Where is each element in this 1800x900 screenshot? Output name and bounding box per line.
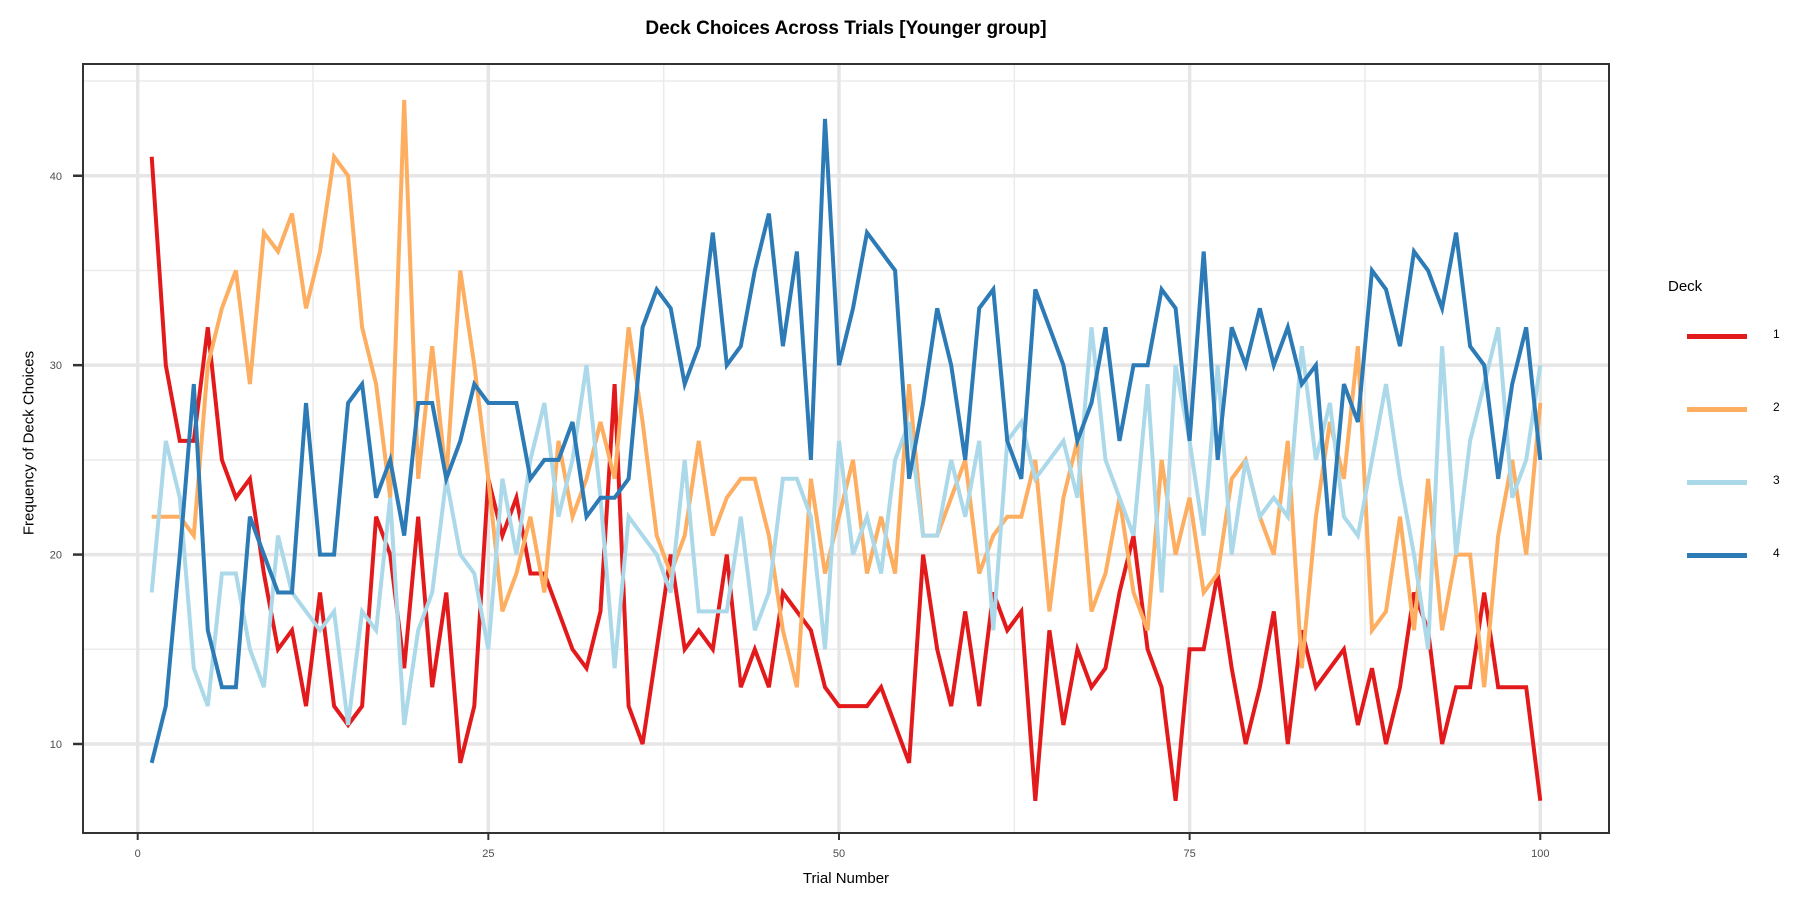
- x-tick-label: 100: [1531, 848, 1549, 860]
- legend: Deck 1 2 3 4: [1668, 278, 1788, 626]
- y-tick-label: 30: [50, 360, 62, 372]
- series-line-deck-1: [149, 156, 1543, 802]
- legend-item-deck-3: 3: [1668, 473, 1788, 553]
- legend-label-deck-4: 4: [1773, 546, 1780, 560]
- legend-key-deck-1: [1687, 334, 1747, 339]
- legend-key-deck-4: [1687, 553, 1747, 558]
- legend-label-deck-1: 1: [1773, 327, 1780, 341]
- legend-item-deck-1: 1: [1668, 327, 1788, 407]
- x-tick-label: 50: [833, 848, 845, 860]
- x-tick-label: 25: [482, 848, 494, 860]
- series-line-deck-4: [149, 118, 1543, 764]
- x-tick-label: 75: [1184, 848, 1196, 860]
- panel-border: [82, 63, 1610, 834]
- legend-key-deck-3: [1687, 480, 1747, 485]
- chart-title: Deck Choices Across Trials [Younger grou…: [645, 18, 1047, 39]
- x-tick-label: 0: [135, 848, 141, 860]
- legend-key-deck-2: [1687, 407, 1747, 412]
- legend-item-deck-4: 4: [1668, 546, 1788, 626]
- series-line-deck-3: [149, 326, 1543, 726]
- series-line-deck-2: [151, 99, 1543, 688]
- y-tick-label: 20: [50, 550, 62, 562]
- y-tick-label: 10: [50, 739, 62, 751]
- y-tick-label: 40: [50, 171, 62, 183]
- legend-label-deck-2: 2: [1773, 400, 1780, 414]
- legend-item-deck-2: 2: [1668, 400, 1788, 480]
- legend-label-deck-3: 3: [1773, 473, 1780, 487]
- legend-title: Deck: [1668, 278, 1703, 295]
- y-axis-label: Frequency of Deck Choices: [20, 350, 38, 536]
- x-axis-label: Trial Number: [802, 870, 890, 887]
